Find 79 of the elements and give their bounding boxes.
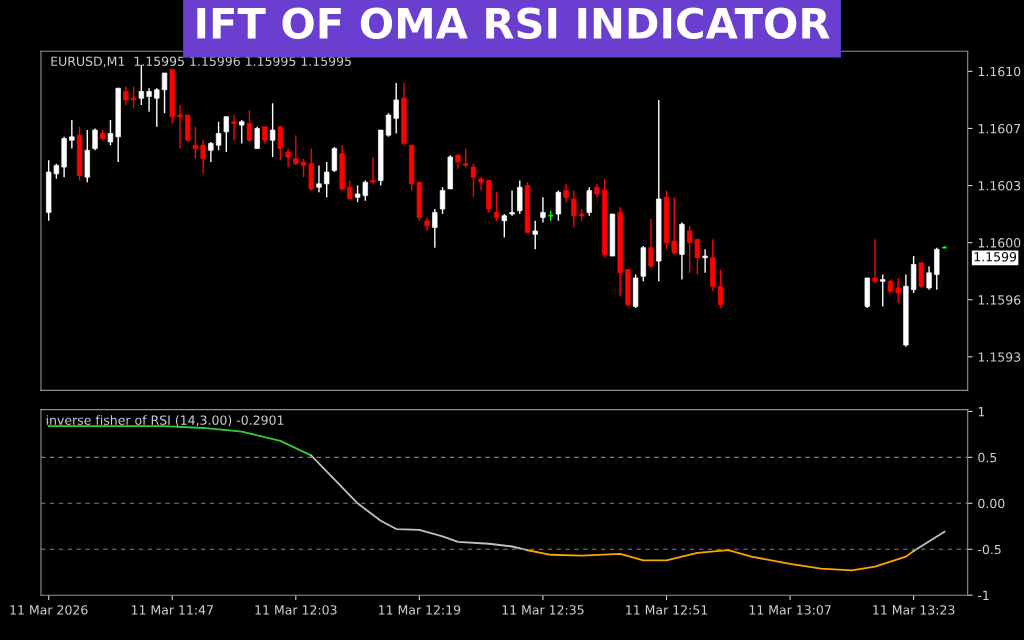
candlestick: [671, 196, 677, 256]
candlestick: [107, 119, 114, 146]
y-tick-label: 1.1607: [978, 123, 1021, 134]
candlestick: [632, 273, 639, 309]
candlestick: [895, 277, 901, 304]
candlestick: [215, 121, 222, 151]
candlestick: [872, 238, 878, 284]
candlestick: [370, 156, 376, 185]
text: 1.1599: [974, 252, 1017, 262]
candlestick: [717, 268, 724, 309]
x-tick-label: 11 Mar 13:23: [873, 605, 955, 615]
chart-title: IFT OF OMA RSI INDICATOR: [197, 7, 830, 39]
candlestick: [331, 146, 338, 173]
candlestick: [69, 119, 75, 150]
y-tick-label: 1.1610: [978, 66, 1021, 77]
y-tick-label: 1.1596: [978, 295, 1021, 305]
y-tick-label: 0.5: [978, 452, 997, 463]
candlestick: [239, 119, 245, 145]
candlestick: [602, 178, 608, 259]
line-series: [526, 549, 915, 572]
candlestick: [910, 255, 917, 294]
candlestick: [493, 191, 500, 222]
candlestick: [532, 220, 538, 251]
y-tick-label: 1.1593: [978, 352, 1021, 362]
candlestick: [918, 262, 925, 289]
candlestick: [76, 126, 83, 182]
candlestick: [864, 277, 870, 309]
y-tick-label: 0.00: [978, 498, 1005, 509]
candlestick: [702, 248, 708, 274]
x-tick-label: 11 Mar 12:51: [626, 605, 708, 615]
candlestick: [439, 186, 446, 215]
line-series: [310, 454, 529, 552]
candlestick: [84, 129, 90, 183]
candlestick: [555, 189, 562, 222]
candlestick: [277, 126, 284, 162]
candlestick: [223, 115, 229, 153]
line-series: [47, 425, 313, 457]
candlestick: [254, 126, 260, 150]
x-tick-label: 11 Mar 12:19: [379, 605, 461, 615]
candlestick: [656, 99, 662, 282]
candlestick: [640, 245, 646, 282]
candlestick: [231, 114, 237, 141]
candlestick: [177, 104, 183, 150]
candlestick: [185, 114, 191, 143]
candlestick: [586, 186, 592, 217]
candlestick: [130, 85, 137, 109]
candlestick: [880, 273, 886, 308]
candlestick: [463, 147, 469, 168]
candlestick: [169, 68, 175, 125]
candlestick: [316, 164, 322, 193]
candlestick: [447, 154, 453, 190]
y-tick-label: -1: [978, 590, 989, 600]
candlestick: [192, 126, 199, 160]
annotation: EURUSD,M1 1.15995 1.15996 1.15995 1.15995: [51, 56, 351, 68]
candlestick: [300, 157, 307, 178]
candlestick: [934, 246, 940, 291]
chart-title: inverse fisher of RSI (14,3.00) -0.2901: [46, 415, 284, 427]
x-tick-label: 11 Mar 12:03: [255, 605, 337, 615]
x-tick-label: 11 Mar 11:47: [131, 605, 213, 615]
candlestick: [308, 147, 314, 192]
candlestick: [470, 163, 477, 198]
x-tick-label: 11 Mar 12:35: [502, 605, 584, 615]
candlestick: [269, 102, 276, 158]
candlestick: [501, 213, 507, 239]
candlestick: [478, 176, 484, 192]
y-tick-label: 1: [978, 407, 985, 417]
y-tick-label: 1.1603: [978, 181, 1021, 191]
y-tick-label: 1.1600: [978, 238, 1021, 248]
candlestick: [609, 213, 616, 257]
candlestick: [378, 129, 384, 187]
candlestick: [509, 189, 515, 217]
candlestick: [285, 147, 291, 168]
y-tick-label: -0.5: [978, 544, 1001, 555]
candlestick: [154, 87, 160, 128]
candlestick: [324, 161, 330, 198]
candlestick: [393, 82, 399, 135]
candlestick: [517, 179, 523, 215]
x-tick-label: 11 Mar 2026: [10, 605, 88, 615]
x-tick-label: 11 Mar 13:07: [749, 605, 831, 615]
